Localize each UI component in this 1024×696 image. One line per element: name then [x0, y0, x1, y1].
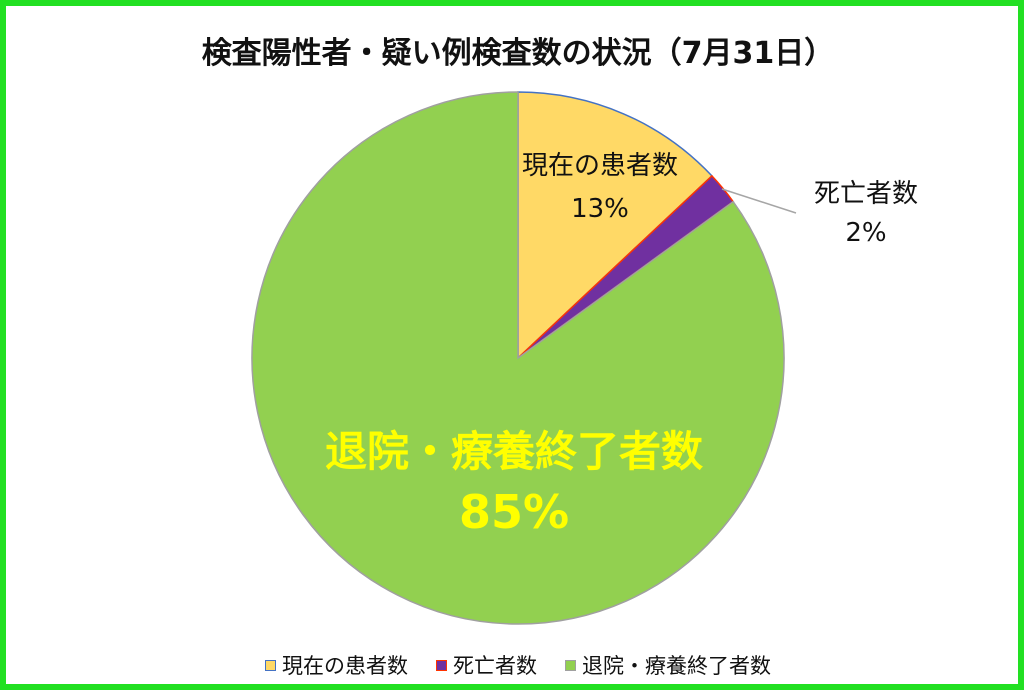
pie-slice-current-patients: [517, 91, 713, 360]
data-label-discharged-value: 85%: [459, 485, 569, 539]
pie-slice-discharged: [251, 91, 785, 625]
data-label-deaths-name: 死亡者数: [814, 179, 918, 209]
legend-item-deaths: 死亡者数: [436, 650, 537, 680]
data-label-discharged-name: 退院・療養終了者数: [325, 427, 703, 476]
data-label-current-patients-value: 13%: [571, 194, 629, 224]
legend-swatch-current-patients: [265, 659, 276, 671]
data-label-current-patients-name: 現在の患者数: [522, 151, 678, 181]
legend-label-deaths: 死亡者数: [453, 654, 537, 678]
legend-item-current-patients: 現在の患者数: [265, 650, 408, 680]
legend-swatch-discharged: [565, 659, 576, 671]
data-label-deaths-value: 2%: [845, 218, 886, 248]
chart-legend: 現在の患者数 死亡者数 退院・療養終了者数: [6, 650, 1024, 680]
legend-label-discharged: 退院・療養終了者数: [582, 654, 771, 678]
legend-label-current-patients: 現在の患者数: [282, 654, 408, 678]
legend-swatch-deaths: [436, 659, 447, 671]
chart-title: 検査陽性者・疑い例検査数の状況（7月31日）: [201, 36, 835, 71]
pie-chart: 現在の患者数 13% 死亡者数 2% 退院・療養終了者数 85%: [251, 91, 918, 625]
legend-item-discharged: 退院・療養終了者数: [565, 650, 771, 680]
leader-line-deaths: [721, 188, 797, 214]
